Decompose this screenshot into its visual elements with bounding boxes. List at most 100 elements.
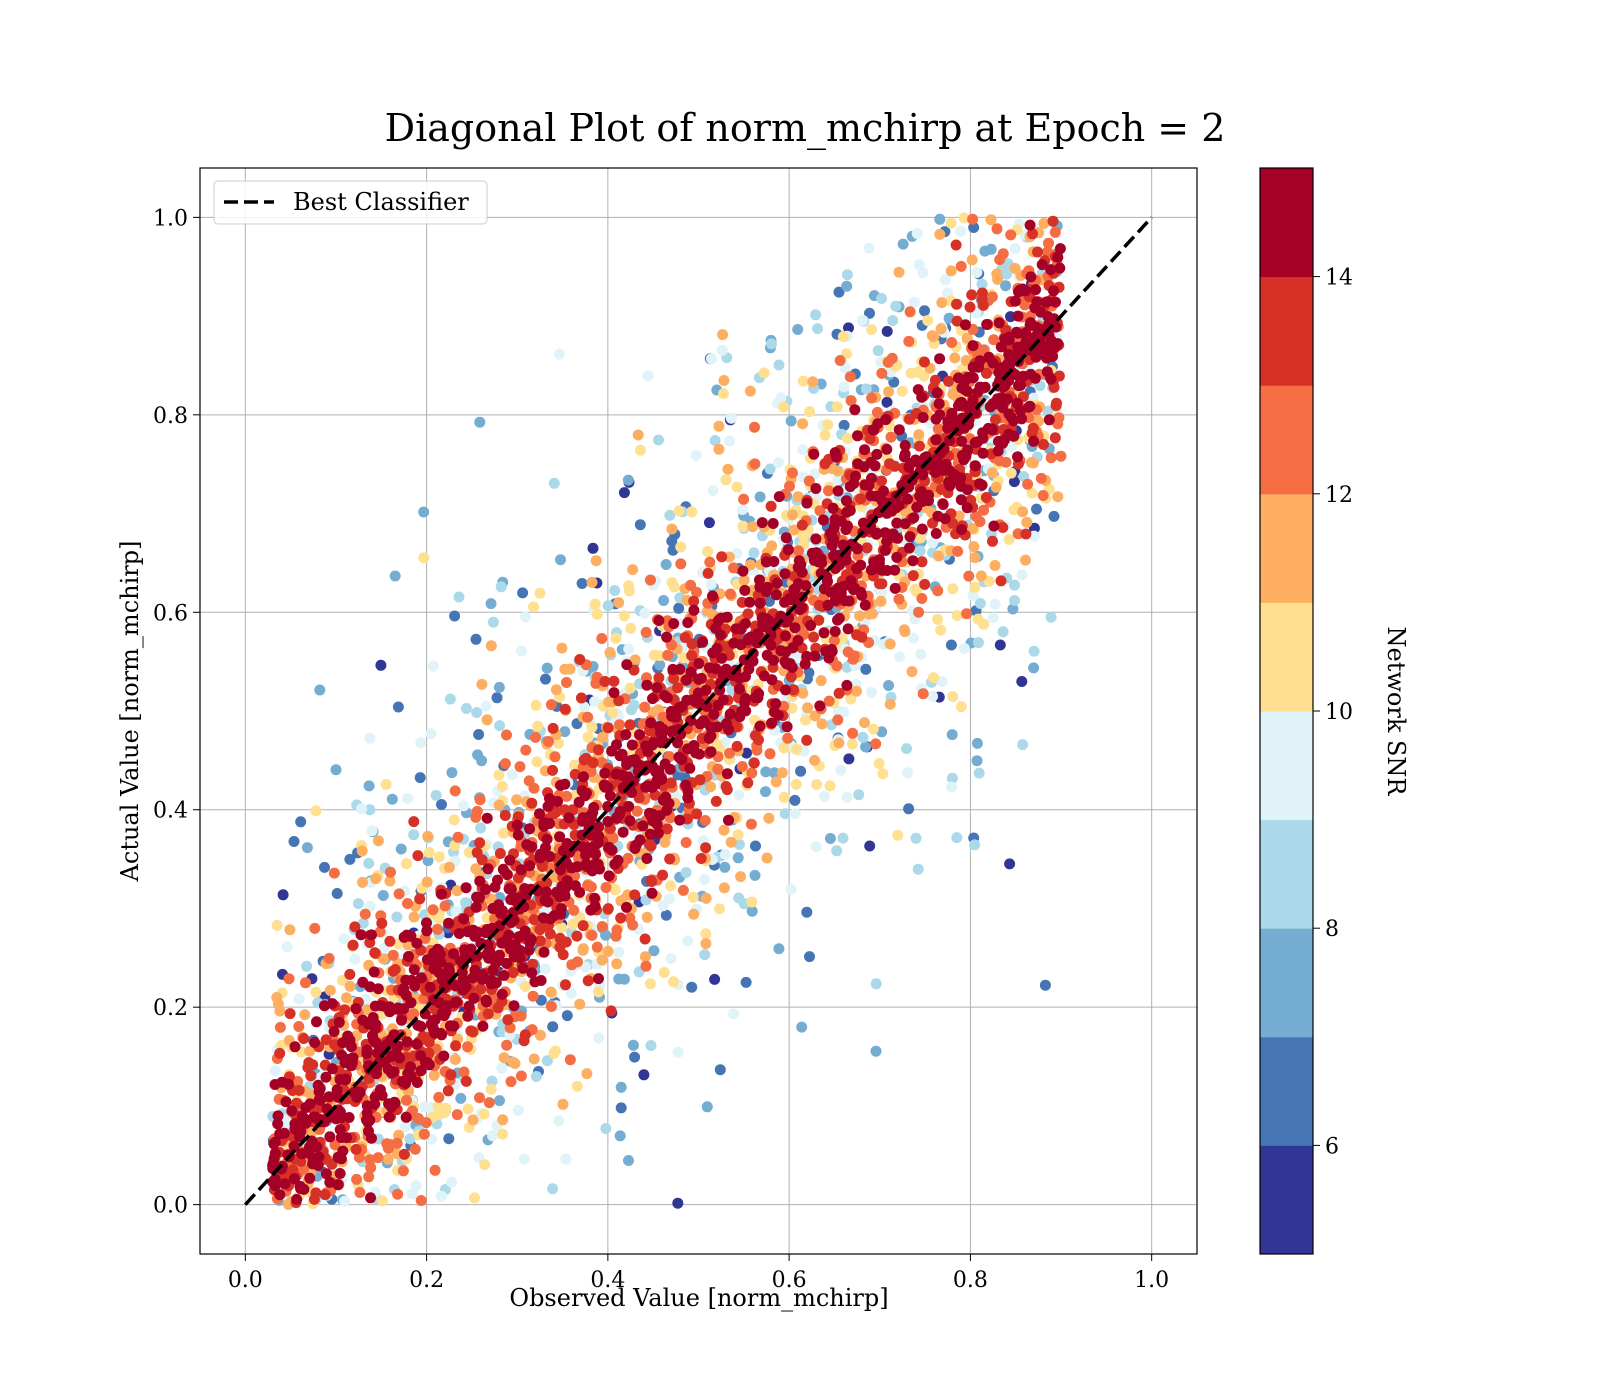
scatter-point (660, 559, 672, 570)
scatter-point (460, 981, 472, 993)
scatter-point (474, 875, 486, 887)
scatter-point (708, 708, 720, 720)
scatter-point (986, 424, 998, 436)
scatter-point (534, 935, 546, 947)
scatter-point (675, 541, 687, 553)
scatter-point (577, 920, 589, 932)
scatter-point (366, 825, 378, 837)
scatter-point (295, 1183, 307, 1195)
scatter-point (462, 1010, 474, 1022)
scatter-point (496, 1062, 508, 1074)
scatter-point (1042, 405, 1054, 417)
scatter-point (693, 673, 705, 685)
scatter-point (908, 632, 919, 644)
scatter-point (519, 981, 531, 992)
scatter-point (818, 791, 830, 802)
scatter-point (841, 280, 853, 292)
scatter-point (547, 1021, 559, 1033)
scatter-point (704, 556, 716, 568)
scatter-point (763, 812, 775, 824)
scatter-point (443, 861, 455, 873)
scatter-point (556, 922, 568, 934)
scatter-point (981, 367, 992, 379)
scatter-point (819, 458, 831, 470)
scatter-point (442, 1085, 454, 1097)
scatter-point (952, 416, 964, 427)
scatter-point (866, 472, 877, 484)
scatter-point (815, 675, 827, 687)
scatter-point (824, 833, 836, 844)
scatter-point (684, 762, 696, 774)
colorbar-label: Network SNR (1382, 627, 1410, 797)
scatter-point (701, 1101, 713, 1113)
legend-entry-best-classifier: Best Classifier (293, 188, 469, 216)
scatter-point (883, 386, 895, 398)
y-tick-label: 0.6 (153, 601, 188, 626)
scatter-point (482, 939, 494, 951)
scatter-point (427, 904, 439, 916)
scatter-point (550, 684, 562, 696)
scatter-point (754, 491, 766, 503)
scatter-point (661, 631, 673, 643)
scatter-point (448, 814, 460, 826)
scatter-point (799, 658, 811, 670)
scatter-point (956, 524, 967, 535)
scatter-point (843, 753, 855, 765)
scatter-point (535, 975, 547, 986)
scatter-point (883, 680, 895, 691)
scatter-point (979, 245, 991, 257)
scatter-point (826, 531, 838, 543)
scatter-point (958, 643, 970, 654)
scatter-point (742, 608, 754, 620)
scatter-point (507, 1056, 519, 1068)
scatter-point (300, 977, 311, 989)
scatter-point (841, 791, 853, 803)
scatter-point (357, 876, 368, 888)
scatter-point (808, 448, 820, 460)
scatter-point (379, 1056, 391, 1068)
scatter-point (989, 560, 1001, 571)
scatter-point (567, 918, 579, 930)
scatter-point (951, 298, 963, 310)
scatter-point (981, 319, 993, 330)
scatter-point (723, 814, 734, 826)
scatter-point (274, 1021, 286, 1033)
scatter-point (485, 1083, 497, 1095)
scatter-point (271, 919, 283, 931)
scatter-point (1028, 435, 1040, 447)
scatter-point (451, 1109, 463, 1121)
scatter-point (539, 894, 551, 906)
scatter-point (680, 837, 692, 848)
scatter-point (835, 764, 847, 776)
scatter-point (787, 509, 799, 521)
scatter-point (801, 906, 813, 918)
scatter-point (788, 684, 799, 696)
scatter-point (618, 487, 630, 499)
scatter-point (961, 502, 973, 514)
scatter-point (458, 1066, 470, 1078)
scatter-point (797, 687, 809, 699)
scatter-point (511, 819, 523, 831)
scatter-point (770, 776, 782, 788)
scatter-point (582, 975, 594, 987)
scatter-point (652, 827, 664, 839)
scatter-point (769, 706, 780, 718)
y-tick-label: 1.0 (153, 206, 188, 231)
scatter-point (557, 1098, 569, 1110)
scatter-point (641, 679, 653, 691)
scatter-point (364, 804, 376, 816)
scatter-point (414, 893, 426, 905)
scatter-point (559, 726, 571, 738)
scatter-point (719, 848, 731, 860)
scatter-point (474, 892, 485, 904)
scatter-point (554, 831, 566, 843)
scatter-point (610, 632, 622, 644)
scatter-point (833, 687, 845, 699)
scatter-point (970, 460, 981, 472)
scatter-point (699, 815, 711, 826)
scatter-point (992, 273, 1004, 285)
scatter-point (665, 705, 677, 717)
scatter-point (580, 849, 592, 861)
scatter-point (781, 721, 793, 733)
colorbar-segment (1260, 1036, 1313, 1146)
